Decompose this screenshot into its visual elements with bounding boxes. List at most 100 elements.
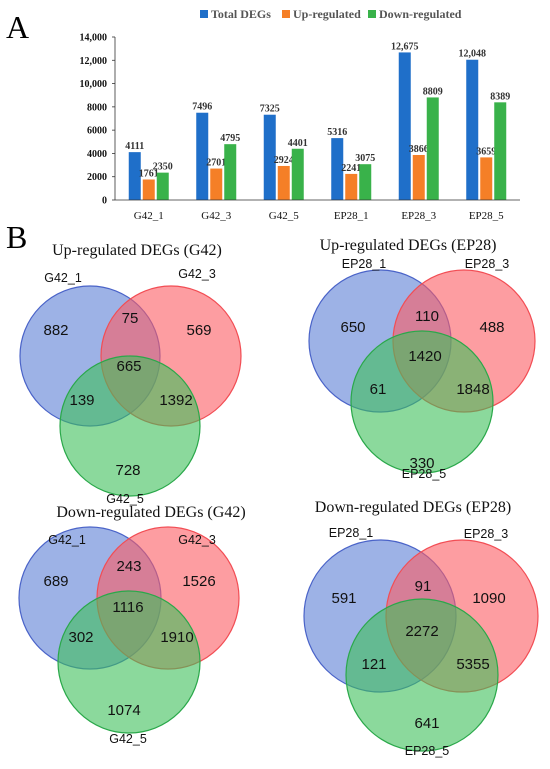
bar-G42_5-2 [291,148,304,200]
venn-3: Down-regulated DEGs (EP28) EP28_1 EP28_3 EP… [303,499,539,758]
bar-value-label: 5316 [327,127,347,138]
venn-count-r12: 91 [415,578,432,595]
venn-count-r123: 1116 [112,599,143,616]
venn-count-r13: 61 [370,381,387,398]
x-tick-label: G42_1 [134,210,164,222]
bar-EP28_3-2 [426,97,439,200]
y-tick-label: 14,000 [80,33,108,44]
venn-count-r13: 121 [361,656,386,673]
x-tick-label: EP28_1 [334,210,369,222]
venn-title: Down-regulated DEGs (EP28) [315,499,511,516]
venn-set-label: G42_3 [178,533,216,547]
bar-value-label: 2350 [153,162,173,173]
venn-count-r12: 75 [122,310,139,327]
venn-set-label: G42_5 [109,732,147,746]
venn-count-r123: 1420 [408,348,441,365]
bar-value-label: 3659 [476,146,496,157]
venn-count-only1: 650 [340,319,365,336]
y-tick-label: 10,000 [80,79,108,90]
venn-title: Up-regulated DEGs (EP28) [320,237,497,254]
legend-swatch-2 [368,10,376,18]
x-tick-label: G42_3 [201,210,231,222]
venn-title: Down-regulated DEGs (G42) [56,504,245,521]
bar-value-label: 7325 [260,104,280,115]
venn-count-r123: 2272 [405,623,438,640]
x-axis: G42_1 G42_3 G42_5 EP28_1 EP28_3 EP28_5 [115,199,520,222]
bar-value-label: 12,048 [459,49,487,60]
venn-count-only1: 591 [331,590,356,607]
venn-1: Up-regulated DEGs (EP28) EP28_1 EP28_3 EP28… [308,237,536,481]
y-tick-label: 4000 [87,149,107,160]
bar-G42_3-1 [210,168,223,200]
bar-value-label: 12,675 [391,41,419,52]
y-tick-label: 8000 [87,102,107,113]
panel-label-b: B [6,219,27,255]
bar-G42_3-2 [224,144,237,200]
legend-label-2: Down-regulated [379,7,462,21]
venn-0: Up-regulated DEGs (G42) G42_1 G42_3 G42_5 88… [19,242,242,506]
y-tick-label: 12,000 [80,56,108,67]
venn-count-only3: 330 [409,455,434,472]
bar-EP28_5-1 [480,157,493,200]
venn-set-label: EP28_1 [329,526,374,540]
legend-swatch-1 [282,10,290,18]
bar-EP28_3-1 [412,154,425,200]
venn-set-label: EP28_3 [464,527,509,541]
venn-count-r13: 139 [69,392,94,409]
venn-count-only2: 488 [479,319,504,336]
venn-count-r23: 1848 [456,381,489,398]
bar-EP28_3-0 [398,52,411,200]
venn-set-label: G42_1 [44,271,82,285]
venn-count-r23: 5355 [456,656,489,673]
bar-value-label: 7496 [192,102,212,113]
bar-G42_5-1 [277,165,290,200]
y-tick-label: 6000 [87,126,107,137]
bar-value-label: 3866 [409,144,429,155]
bar-EP28_5-0 [466,59,479,201]
bar-value-label: 8809 [423,86,443,97]
venn-set-label: EP28_3 [465,257,510,271]
bar-G42_5-0 [263,114,276,200]
bar-value-label: 2701 [206,158,226,169]
bar-value-label: 4795 [220,133,240,144]
legend: Total DEGs Up-regulated Down-regulated [200,7,462,21]
venn-count-only3: 641 [414,715,439,732]
venn-diagrams: Up-regulated DEGs (G42) G42_1 G42_3 G42_5 88… [18,237,539,758]
bar-EP28_1-2 [359,164,372,200]
bar-EP28_1-0 [331,138,344,200]
venn-circle-3 [57,590,201,734]
x-tick-label: EP28_5 [469,210,504,222]
venn-set-label: G42_5 [106,492,144,506]
legend-label-0: Total DEGs [211,7,271,21]
bar-G42_1-1 [142,179,155,200]
venn-count-r23: 1392 [159,392,192,409]
venn-circle-3 [59,355,201,497]
venn-count-only2: 569 [186,322,211,339]
venn-count-only2: 1526 [182,573,215,590]
venn-set-label: EP28_1 [342,257,387,271]
y-tick-label: 2000 [87,172,107,183]
bar-value-label: 2241 [341,163,361,174]
legend-label-1: Up-regulated [293,7,361,21]
venn-set-label: G42_3 [178,267,216,281]
venn-count-only3: 1074 [107,702,140,719]
panel-label-a: A [6,9,29,45]
bar-value-label: 1761 [139,168,159,179]
venn-count-r123: 665 [116,358,141,375]
bar-value-label: 4401 [288,138,308,149]
venn-count-only3: 728 [115,462,140,479]
venn-count-r12: 110 [415,308,439,325]
bar-value-label: 2924 [274,155,294,166]
bar-chart: Total DEGs Up-regulated Down-regulated 0 20… [80,7,520,222]
venn-title: Up-regulated DEGs (G42) [52,242,222,259]
venn-count-r13: 302 [68,629,93,646]
venn-set-label: EP28_5 [405,744,450,758]
venn-circle-3 [350,330,494,474]
x-tick-label: EP28_3 [401,210,436,222]
bar-G42_3-0 [196,112,209,200]
bar-EP28_5-2 [494,102,507,200]
x-tick-label: G42_5 [269,210,299,222]
bar-value-label: 4111 [125,141,144,152]
bar-EP28_1-1 [345,173,358,200]
venn-count-r23: 1910 [160,629,193,646]
